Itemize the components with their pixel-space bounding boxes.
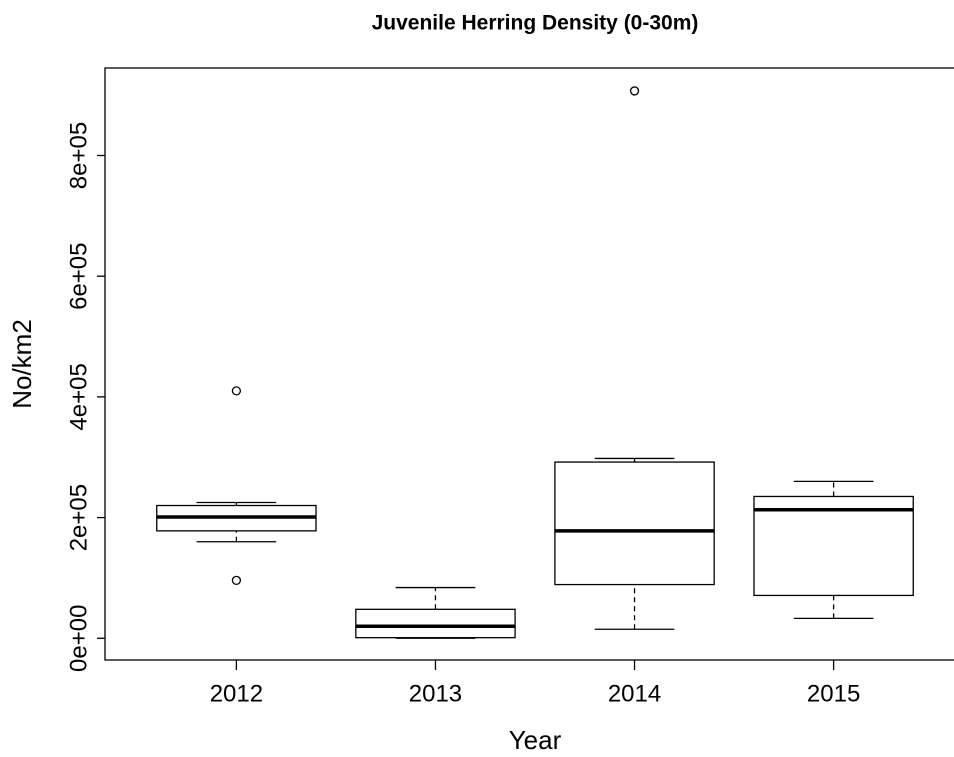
y-tick-label: 0e+00	[65, 605, 92, 672]
x-axis-label: Year	[509, 725, 562, 755]
x-tick-label: 2014	[608, 680, 661, 707]
y-tick-label: 2e+05	[65, 484, 92, 551]
outlier	[629, 86, 640, 96]
y-tick-label: 6e+05	[65, 242, 92, 309]
x-tick-label: 2012	[210, 680, 263, 707]
box	[753, 495, 914, 597]
y-tick-label: 8e+05	[65, 122, 92, 189]
chart-title: Juvenile Herring Density (0-30m)	[372, 12, 699, 35]
box	[355, 608, 516, 639]
x-tick-label: 2013	[409, 680, 462, 707]
box	[554, 461, 715, 586]
outlier	[231, 575, 242, 585]
outlier	[231, 386, 242, 396]
y-axis-label: No/km2	[7, 319, 37, 409]
plot-frame	[104, 67, 954, 661]
x-tick-label: 2015	[807, 680, 860, 707]
y-tick-label: 4e+05	[65, 363, 92, 430]
